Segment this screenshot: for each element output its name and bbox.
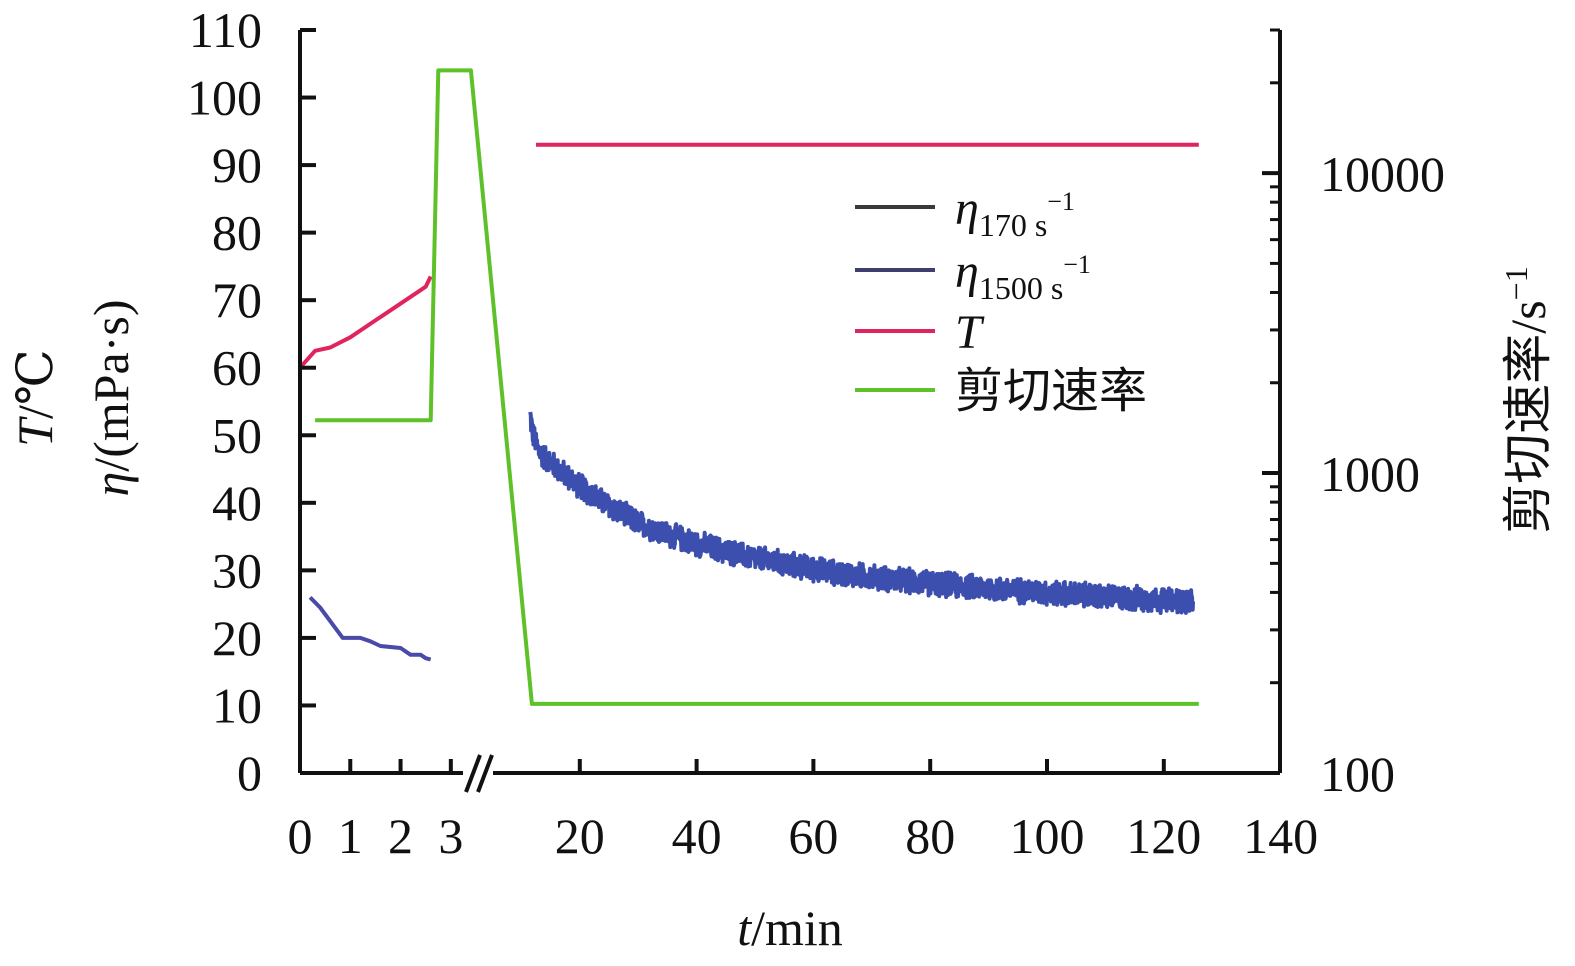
y-left-tick-label: 90 <box>212 137 262 193</box>
series-line-T-seg0 <box>298 275 433 370</box>
y-left-label-temperature: T/℃ <box>7 349 63 447</box>
legend-label-eta170: η170 s−1 <box>955 182 1075 243</box>
y-right-tick-label: 10000 <box>1320 146 1445 202</box>
series-line-eta170-seg0 <box>528 411 1195 615</box>
x-tick-label: 3 <box>438 808 463 864</box>
y-left-tick-label: 50 <box>212 407 262 463</box>
y-left-tick-label: 100 <box>187 70 262 126</box>
y-right-label-text: 剪切速率/s <box>1500 300 1556 533</box>
x-tick-label: 20 <box>555 808 605 864</box>
y-right-tick-label: 100 <box>1320 746 1395 802</box>
y-right-tick-label: 1000 <box>1320 446 1420 502</box>
series-line-shear-rate-seg0 <box>315 68 1199 706</box>
legend-symbol-T: T <box>955 306 985 359</box>
x-tick-label: 40 <box>672 808 722 864</box>
y-left-tick-label: 20 <box>212 610 262 666</box>
y-left-tick-label: 80 <box>212 205 262 261</box>
x-tick-label: 80 <box>905 808 955 864</box>
y-left-label-viscosity: η/(mPa·s) <box>83 299 139 496</box>
legend-subscript-eta170: 170 s <box>979 207 1047 243</box>
legend-superscript-eta170: −1 <box>1047 187 1075 216</box>
y-left-tick-label: 70 <box>212 272 262 328</box>
y-left-label-temperature-symbol: T <box>7 416 63 447</box>
y-right-label: 剪切速率/s−1 <box>1498 266 1556 533</box>
x-axis-label: t/min <box>737 900 843 956</box>
legend-superscript-eta1500: −1 <box>1063 250 1091 279</box>
x-tick-label: 1 <box>338 808 363 864</box>
legend-label-T: T <box>955 306 985 359</box>
series-line-eta1500-seg0 <box>308 595 432 662</box>
legend-label-eta1500: η1500 s−1 <box>955 245 1091 306</box>
y-left-tick-label: 110 <box>189 2 262 58</box>
axis-break-mark <box>476 754 494 793</box>
x-tick-label: 140 <box>1243 808 1318 864</box>
x-axis-label-symbol: t <box>737 900 752 956</box>
legend-subscript-eta1500: 1500 s <box>979 270 1063 306</box>
legend-symbol-eta170: η <box>955 182 979 235</box>
x-tick-label: 2 <box>388 808 413 864</box>
y-left-tick-label: 40 <box>212 475 262 531</box>
y-left-tick-label: 10 <box>212 677 262 733</box>
y-left-tick-label: 30 <box>212 542 262 598</box>
legend-symbol-rate: 剪切速率 <box>955 365 1147 418</box>
x-tick-label: 100 <box>1010 808 1085 864</box>
x-tick-label: 60 <box>788 808 838 864</box>
x-tick-label: 0 <box>288 808 313 864</box>
plot-series-group <box>298 68 1199 706</box>
y-left-tick-label: 60 <box>212 340 262 396</box>
y-left-tick-label: 0 <box>237 745 262 801</box>
x-tick-label: 120 <box>1126 808 1201 864</box>
y-left-label-temperature-unit: /℃ <box>7 349 63 419</box>
x-axis-label-unit: /min <box>751 900 843 956</box>
y-left-label-viscosity-symbol: η <box>83 472 139 497</box>
legend-label-rate: 剪切速率 <box>955 365 1147 418</box>
legend-symbol-eta1500: η <box>955 245 979 298</box>
axis-break-mark <box>464 754 482 793</box>
axes-group <box>298 30 1282 793</box>
y-right-label-superscript: −1 <box>1498 266 1534 300</box>
y-left-label-viscosity-unit: /(mPa·s) <box>83 299 139 471</box>
